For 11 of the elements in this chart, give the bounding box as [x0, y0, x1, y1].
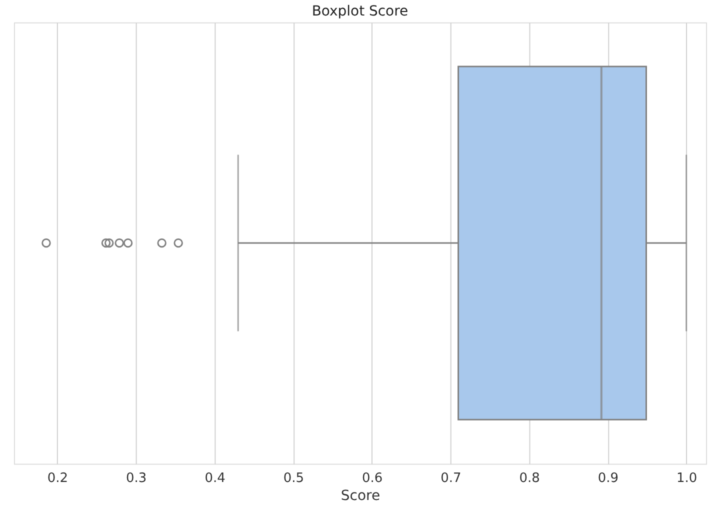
x-tick-label: 0.6 — [362, 471, 383, 486]
x-tick-label: 0.8 — [519, 471, 540, 486]
x-tick-label: 0.4 — [204, 471, 226, 486]
x-tick-label: 0.3 — [126, 471, 147, 486]
x-tick-label: 0.9 — [598, 471, 619, 486]
chart-title: Boxplot Score — [312, 3, 408, 20]
x-tick-label: 0.5 — [283, 471, 304, 486]
x-axis-title: Score — [340, 488, 380, 504]
x-tick-label: 0.7 — [440, 471, 462, 486]
x-tick-label: 0.2 — [47, 471, 68, 486]
x-tick-label: 1.0 — [676, 471, 698, 486]
